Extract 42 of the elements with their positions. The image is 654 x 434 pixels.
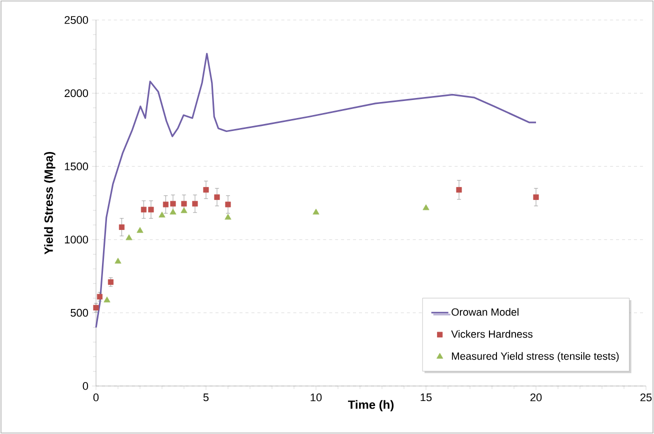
point [104, 296, 110, 302]
legend-label: Orowan Model [452, 308, 518, 316]
x-tick-label: 25 [640, 394, 652, 402]
point [456, 187, 462, 193]
x-axis-title: Time (h) [348, 400, 394, 412]
point [136, 227, 144, 233]
x-tick-label: 20 [530, 394, 542, 402]
legend-label: Vickers Hardness [451, 330, 533, 338]
point [108, 279, 114, 285]
y-tick-label: 2500 [64, 16, 88, 24]
y-tick-label: 2000 [64, 89, 88, 98]
point [96, 294, 103, 300]
point [126, 234, 132, 240]
point [170, 200, 176, 207]
point [312, 208, 320, 215]
point [140, 206, 147, 212]
point [118, 224, 125, 230]
point [93, 304, 99, 310]
x-tick-label: 0 [93, 394, 99, 402]
y-tick-label: 1500 [64, 162, 88, 170]
point [422, 204, 430, 210]
y-tick-label: 1000 [64, 236, 88, 244]
legend-label: Measured Yield stress (tensile tests) [452, 352, 619, 362]
point [180, 207, 188, 214]
y-tick-label: 0 [82, 382, 88, 390]
point [192, 200, 198, 207]
x-tick-label: 5 [203, 394, 209, 402]
line-series [95, 52, 537, 328]
x-tick-label: 10 [310, 394, 322, 402]
point [114, 258, 122, 264]
x-tick-label: 15 [420, 394, 432, 402]
point [181, 200, 187, 207]
point [158, 212, 166, 218]
point [148, 206, 154, 212]
point [214, 194, 220, 200]
point [225, 202, 231, 208]
point [162, 202, 169, 208]
point [170, 208, 176, 215]
point [203, 187, 209, 193]
y-axis-title: Yield Stress (Mpa) [44, 152, 56, 254]
y-tick-label: 500 [70, 308, 88, 317]
point [533, 194, 539, 200]
